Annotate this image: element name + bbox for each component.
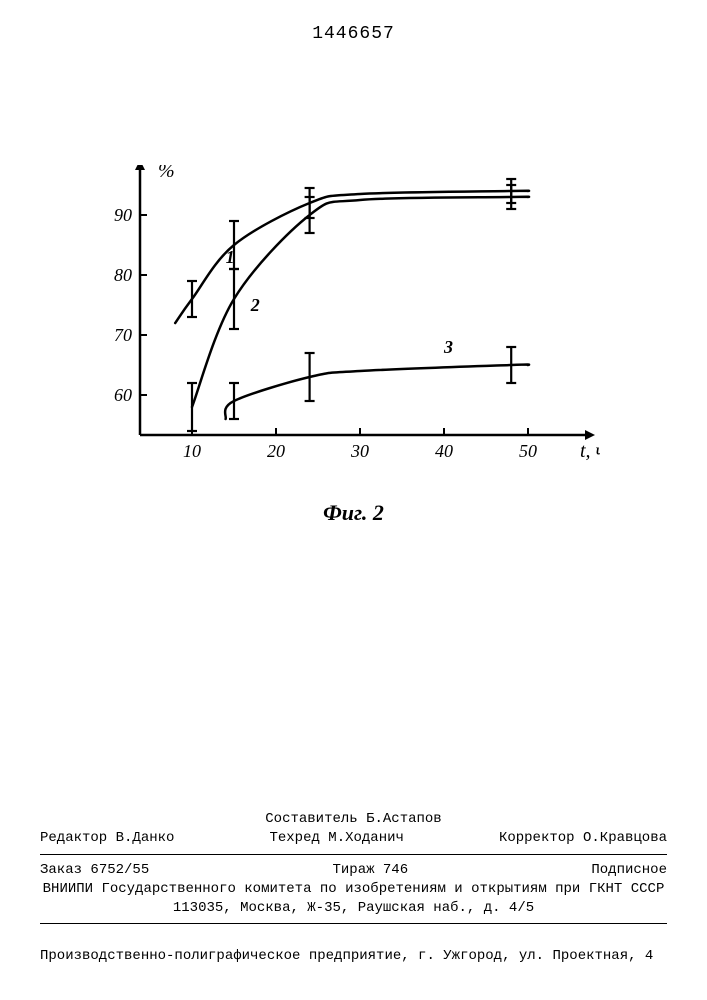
document-number: 1446657 (0, 24, 707, 44)
subscription-label: Подписное (591, 861, 667, 880)
svg-text:50: 50 (519, 441, 537, 461)
figure-2-chart: 60 70 80 90% 10 20 30 40 50 t, час 1 2 3 (80, 165, 600, 495)
corrector-name: О.Кравцова (583, 830, 667, 846)
figure-caption: Фиг. 2 (0, 500, 707, 526)
org-line-2: 113035, Москва, Ж-35, Раушская наб., д. … (40, 899, 667, 918)
order-number: 6752/55 (90, 862, 149, 878)
svg-text:80: 80 (114, 265, 132, 285)
svg-text:90: 90 (114, 205, 132, 225)
svg-text:10: 10 (183, 441, 201, 461)
divider (40, 923, 667, 924)
editor-label: Редактор (40, 830, 107, 846)
divider (40, 854, 667, 855)
svg-text:1: 1 (226, 247, 235, 267)
svg-text:3: 3 (443, 337, 453, 357)
svg-text:20: 20 (267, 441, 285, 461)
press-line: Производственно-полиграфическое предприя… (40, 948, 667, 964)
techred-label: Техред (269, 830, 319, 846)
svg-text:40: 40 (435, 441, 453, 461)
editor-name: В.Данко (116, 830, 175, 846)
corrector-label: Корректор (499, 830, 575, 846)
tirage-number: 746 (383, 862, 408, 878)
compiler-label: Составитель (265, 811, 357, 827)
page: 1446657 60 70 80 90% 10 20 30 40 50 t, час 1 2 3 Фиг… (0, 0, 707, 1000)
tirage-label: Тираж (332, 862, 374, 878)
svg-text:%: % (158, 165, 175, 182)
svg-text:t, час: t, час (580, 440, 600, 462)
techred-name: М.Ходанич (328, 830, 404, 846)
svg-text:2: 2 (250, 295, 260, 315)
colophon-block: Составитель Б.Астапов Редактор В.Данко Т… (40, 810, 667, 930)
svg-text:60: 60 (114, 385, 132, 405)
svg-text:70: 70 (114, 325, 132, 345)
org-line-1: ВНИИПИ Государственного комитета по изоб… (40, 880, 667, 899)
compiler-name: Б.Астапов (366, 811, 442, 827)
svg-text:30: 30 (350, 441, 369, 461)
order-label: Заказ (40, 862, 82, 878)
